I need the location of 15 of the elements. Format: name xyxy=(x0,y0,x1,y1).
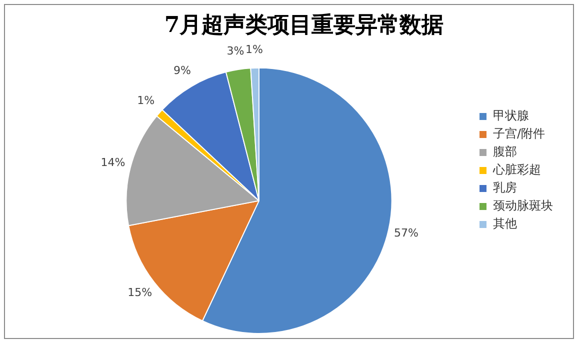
data-label: 57% xyxy=(394,226,418,240)
data-label: 9% xyxy=(174,64,191,77)
data-label: 15% xyxy=(128,286,152,299)
chart-title: 7月超声类项目重要异常数据 xyxy=(164,12,444,38)
data-label: 1% xyxy=(246,42,263,56)
legend-label: 其他 xyxy=(493,216,517,231)
legend-label: 子宫/附件 xyxy=(493,126,546,141)
data-label: 14% xyxy=(100,156,126,170)
legend-label: 腹部 xyxy=(493,144,517,159)
legend-label: 颈动脉斑块 xyxy=(493,198,553,213)
data-label: 1% xyxy=(137,94,155,107)
legend-label: 乳房 xyxy=(493,180,517,195)
data-label: 3% xyxy=(226,44,244,58)
legend-label: 甲状腺 xyxy=(493,108,529,123)
legend-label: 心脏彩超 xyxy=(492,162,541,177)
